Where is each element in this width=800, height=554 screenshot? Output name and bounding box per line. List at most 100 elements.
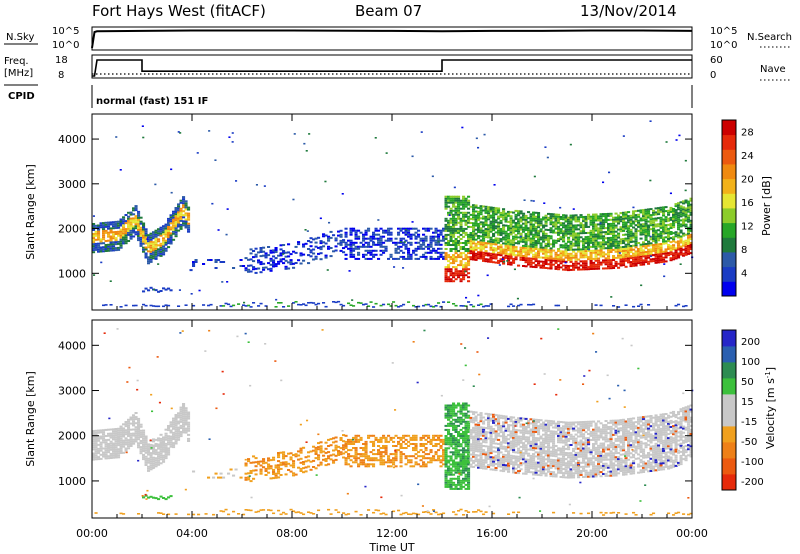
power-cell: [644, 247, 648, 249]
power-cell: [269, 263, 273, 266]
velocity-cell: [437, 455, 441, 458]
velocity-cell: [467, 463, 471, 466]
power-cell: [429, 257, 433, 260]
power-cell: [519, 240, 523, 243]
velocity-cell: [447, 437, 451, 440]
freq-tick-top: 18: [55, 55, 68, 66]
velocity-cell: [127, 439, 131, 442]
power-cell: [447, 280, 451, 283]
power-cell: [582, 218, 586, 220]
power-cell: [549, 247, 553, 250]
velocity-cell: [357, 438, 361, 441]
velocity-cell: [142, 447, 146, 450]
velocity-cell: [372, 463, 376, 466]
power-cell: [639, 237, 643, 240]
power-cell: [544, 257, 548, 259]
power-cell: [422, 241, 426, 244]
velocity-cell: [277, 452, 281, 454]
power-cell: [617, 242, 621, 245]
power-cell: [464, 197, 468, 200]
power-cell: [114, 220, 118, 223]
power-cell: [392, 241, 396, 244]
velocity-cell: [169, 439, 173, 442]
velocity-cell: [142, 435, 146, 438]
power-cell: [492, 253, 496, 256]
velocity-cell: [169, 423, 173, 426]
power-cell: [312, 302, 316, 304]
power-cell: [664, 260, 668, 263]
power-cell: [424, 257, 428, 260]
power-cell: [498, 264, 501, 266]
power-cell: [532, 303, 536, 306]
power-cell: [527, 263, 531, 266]
velocity-cell: [104, 445, 108, 448]
power-cell: [422, 227, 426, 230]
velocity-cell: [464, 461, 468, 464]
power-cell: [472, 228, 476, 231]
power-cell: [569, 218, 573, 221]
velocity-cell: [427, 436, 431, 439]
power-cell: [574, 266, 578, 269]
power-cell: [469, 304, 473, 306]
velocity-cell: [382, 447, 386, 449]
velocity-cell: [159, 446, 163, 448]
velocity-cell: [324, 441, 328, 444]
velocity-cell: [157, 453, 161, 456]
power-cell: [152, 257, 156, 260]
power-cell: [226, 281, 229, 283]
power-cell: [622, 264, 626, 267]
power-cell: [602, 225, 606, 228]
velocity-cell: [454, 418, 458, 421]
power-cell: [279, 244, 283, 247]
power-cell: [277, 260, 281, 263]
nsky-label: N.Sky: [6, 32, 34, 43]
velocity-cell: [154, 461, 158, 464]
power-cell: [667, 233, 671, 236]
velocity-cell: [449, 481, 453, 484]
power-cell: [569, 244, 573, 247]
velocity-cell: [287, 452, 291, 455]
velocity-cell: [354, 438, 358, 441]
power-cell: [477, 235, 481, 237]
power-cell: [682, 242, 686, 245]
power-cell: [454, 223, 458, 226]
velocity-cell: [132, 420, 136, 423]
power-cell: [309, 251, 313, 254]
power-cell: [524, 223, 528, 225]
velocity-cell: [339, 453, 343, 456]
power-cell: [674, 231, 678, 234]
velocity-cell: [109, 454, 113, 457]
power-cell: [514, 230, 518, 232]
power-cell: [419, 247, 423, 250]
power-cell: [142, 240, 146, 243]
velocity-cell: [139, 442, 143, 445]
power-cell: [677, 218, 681, 221]
power-cell: [689, 207, 693, 210]
power-cell: [462, 274, 466, 277]
power-cell: [579, 232, 583, 235]
power-cell: [607, 212, 611, 215]
velocity-cell: [444, 441, 448, 444]
power-cell: [464, 270, 467, 273]
velocity-cell: [127, 441, 131, 444]
velocity-cell: [444, 481, 448, 484]
power-cell: [192, 265, 196, 267]
velocity-cell: [317, 456, 321, 459]
velocity-cell: [372, 465, 376, 468]
power-cell: [652, 213, 656, 216]
velocity-cell: [309, 460, 313, 463]
power-colorbar-swatch: [722, 222, 736, 238]
velocity-cell: [104, 435, 108, 437]
velocity-cell: [424, 457, 428, 460]
power-cell: [539, 242, 543, 245]
power-cell: [387, 257, 391, 260]
power-cell: [627, 227, 631, 230]
power-cell: [517, 242, 521, 245]
power-cell: [684, 225, 688, 228]
power-cell: [669, 227, 673, 229]
power-cell: [657, 225, 661, 228]
power-cell: [447, 244, 451, 246]
power-cell: [519, 224, 523, 227]
power-cell: [599, 235, 603, 238]
velocity-cell: [469, 437, 473, 440]
